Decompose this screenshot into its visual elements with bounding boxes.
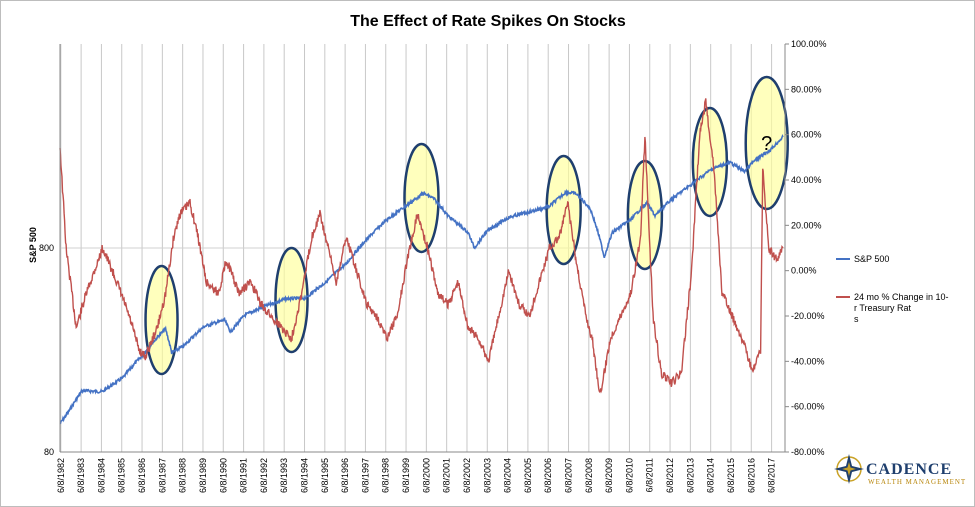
sp500-line: [59, 134, 784, 425]
highlight-ellipses: ?: [144, 75, 789, 376]
x-tick-label: 6/8/1987: [157, 458, 167, 493]
x-tick-label: 6/8/2002: [462, 458, 472, 493]
x-tick-label: 6/8/2005: [523, 458, 533, 493]
axes: [59, 44, 786, 453]
compass-star-icon: [834, 454, 864, 484]
x-tick-label: 6/8/2003: [482, 458, 492, 493]
x-tick-label: 6/8/2014: [706, 458, 716, 493]
rate-change-line: [59, 98, 784, 394]
x-tick-label: 6/8/2001: [442, 458, 452, 493]
x-tick-label: 6/8/1984: [96, 458, 106, 493]
right-tick-label: 0.00%: [791, 266, 817, 276]
right-tick-label: 20.00%: [791, 220, 822, 230]
x-tick-label: 6/8/2010: [624, 458, 634, 493]
highlight-ellipse: [626, 159, 664, 271]
x-tick-label: 6/8/2011: [645, 458, 655, 492]
legend: S&P 500 24 mo % Change in 10-r Treasury R…: [836, 254, 949, 324]
x-tick-labels: 6/8/1982 6/8/1983 6/8/1984 6/8/1985 6/8/1986…: [56, 458, 777, 493]
x-tick-label: 6/8/2013: [685, 458, 695, 493]
x-tick-label: 6/8/1996: [340, 458, 350, 493]
legend-rate-label-line: 24 mo % Change in 10-: [854, 292, 949, 302]
x-tick-label: 6/8/2004: [503, 458, 513, 493]
x-tick-label: 6/8/1986: [137, 458, 147, 493]
x-tick-label: 6/8/1988: [178, 458, 188, 493]
highlight-ellipse: [144, 264, 179, 376]
left-tick-label: 80: [44, 447, 54, 457]
legend-rate-label-line: s: [854, 314, 859, 324]
x-tick-label: 6/8/2006: [543, 458, 553, 493]
left-tick-label: 800: [39, 243, 54, 253]
x-tick-label: 6/8/1995: [320, 458, 330, 493]
x-tick-label: 6/8/2017: [767, 458, 777, 493]
left-axis-title: S&P 500: [28, 227, 38, 263]
x-tick-label: 6/8/1982: [56, 458, 66, 493]
right-tick-label: 80.00%: [791, 84, 822, 94]
x-tick-label: 6/8/1999: [401, 458, 411, 493]
x-tick-label: 6/8/1992: [259, 458, 269, 493]
x-tick-label: 6/8/2000: [421, 458, 431, 493]
highlight-ellipse: [744, 75, 789, 211]
x-tick-label: 6/8/2009: [604, 458, 614, 493]
x-tick-label: 6/8/2016: [746, 458, 756, 493]
right-tick-label: -60.00%: [791, 402, 825, 412]
x-tick-label: 6/8/2015: [726, 458, 736, 493]
right-tick-label: -40.00%: [791, 356, 825, 366]
right-tick-label: -80.00%: [791, 447, 825, 457]
highlight-label: ?: [761, 133, 772, 155]
left-tick-labels: 80 800: [39, 243, 54, 457]
x-tick-label: 6/8/1990: [218, 458, 228, 493]
x-tick-label: 6/8/1989: [198, 458, 208, 493]
logo-star-inner: [842, 462, 856, 476]
highlight-ellipse: [403, 142, 440, 254]
legend-rate-label-line: r Treasury Rat: [854, 303, 912, 313]
x-tick-label: 6/8/1993: [279, 458, 289, 493]
right-tick-label: 100.00%: [791, 39, 827, 49]
highlight-ellipse: [691, 106, 729, 218]
right-tick-label: 40.00%: [791, 175, 822, 185]
x-tick-label: 6/8/2007: [564, 458, 574, 493]
x-tick-label: 6/8/1994: [300, 458, 310, 493]
x-tick-label: 6/8/1985: [117, 458, 127, 493]
right-tick-labels: -80.00% -60.00% -40.00% -20.00% 0.00% 20.00% 4…: [785, 39, 827, 457]
chart-title: The Effect of Rate Spikes On Stocks: [350, 13, 626, 30]
x-tick-label: 6/8/1983: [76, 458, 86, 493]
logo-tagline: WEALTH MANAGEMENT: [868, 478, 966, 486]
highlight-ellipse: [274, 246, 309, 354]
right-tick-label: 60.00%: [791, 130, 822, 140]
logo-name: CADENCE: [866, 461, 952, 478]
x-tick-label: 6/8/1998: [381, 458, 391, 493]
right-tick-label: -20.00%: [791, 311, 825, 321]
x-tick-label: 6/8/2008: [584, 458, 594, 493]
x-tick-label: 6/8/2012: [665, 458, 675, 493]
x-tick-label: 6/8/1991: [239, 458, 249, 493]
x-tick-label: 6/8/1997: [360, 458, 370, 493]
legend-sp500-label: S&P 500: [854, 254, 889, 264]
